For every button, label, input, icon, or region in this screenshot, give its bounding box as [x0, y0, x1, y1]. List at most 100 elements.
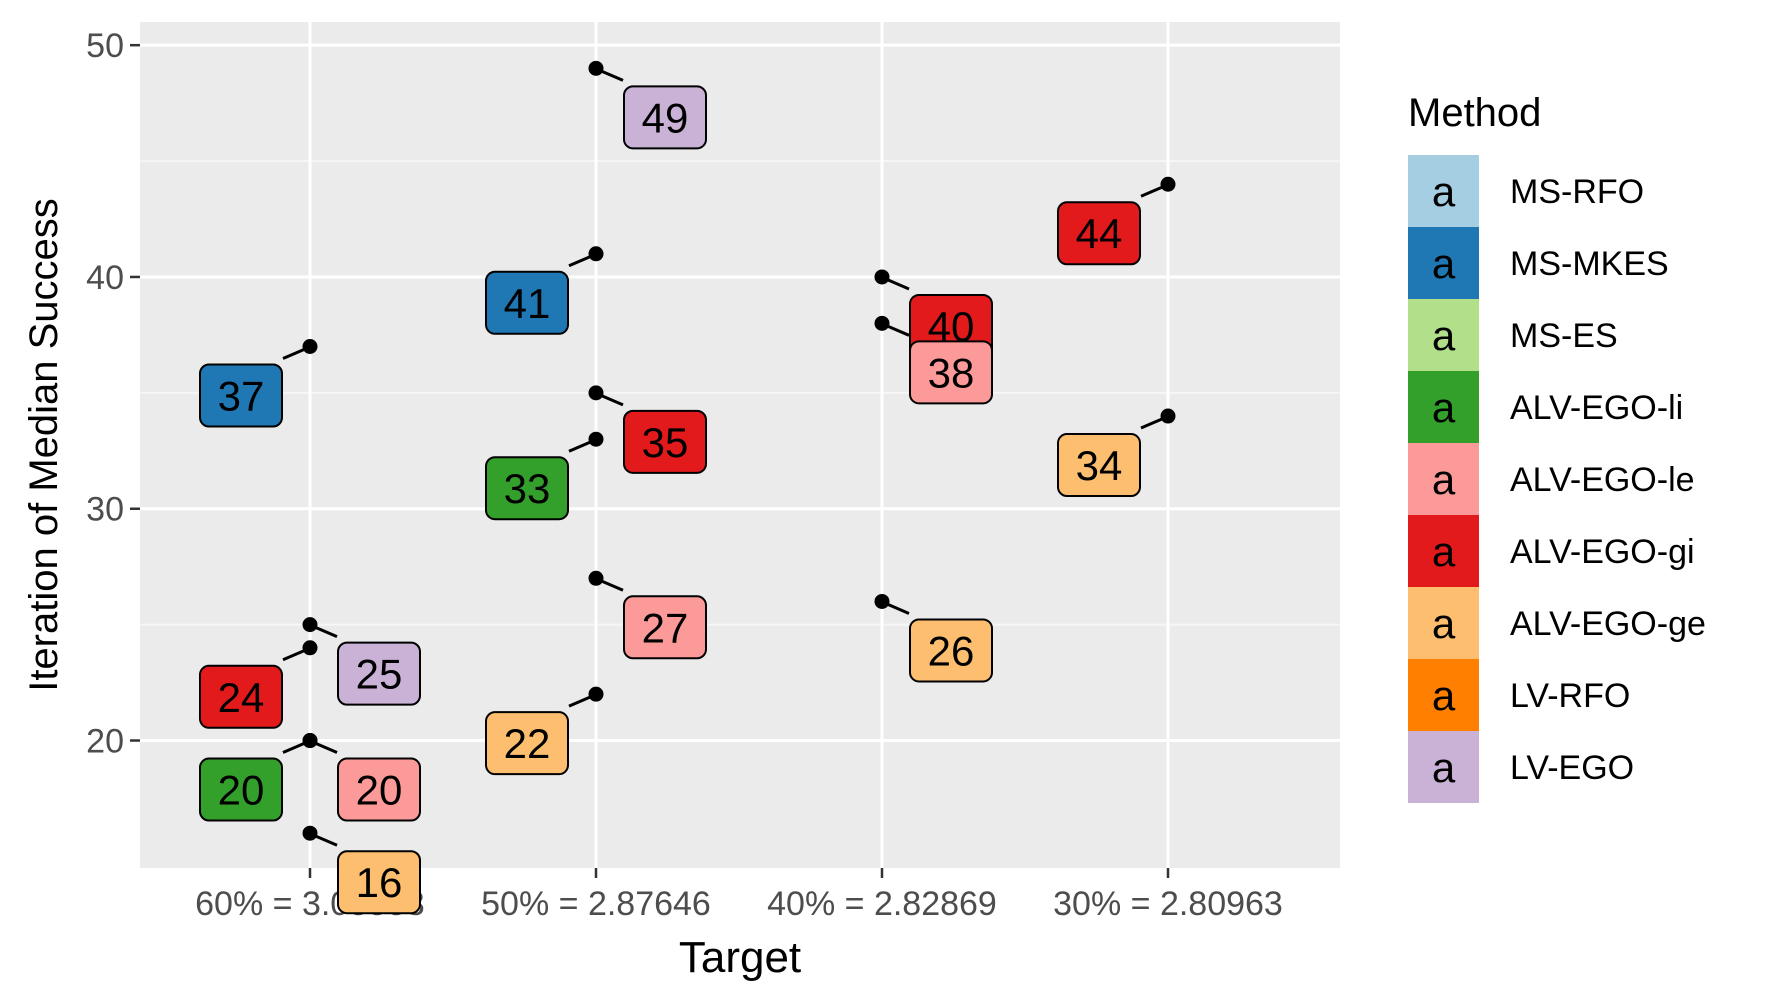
data-label: 26 [928, 627, 975, 674]
x-tick-label: 30% = 2.80963 [1053, 885, 1283, 923]
legend-key [1408, 299, 1479, 371]
x-tick-label: 40% = 2.82869 [767, 885, 997, 923]
y-axis-title: Iteration of Median Success [22, 198, 66, 692]
legend-label: LV-EGO [1510, 749, 1634, 787]
legend-key-glyph: a [1432, 528, 1456, 575]
legend-key-glyph: a [1432, 456, 1456, 503]
data-label: 37 [218, 372, 265, 419]
x-tick-label: 50% = 2.87646 [481, 885, 711, 923]
leader-line [601, 579, 624, 592]
data-point [302, 338, 318, 354]
legend-key [1408, 227, 1479, 299]
leader-lines [282, 69, 1163, 847]
data-point [302, 825, 318, 841]
data-label: 20 [356, 767, 403, 814]
legend-label: MS-MKES [1510, 245, 1669, 283]
legend-label: ALV-EGO-ge [1510, 605, 1706, 643]
legend-key [1408, 155, 1479, 227]
legend-entries: a MS-RFO a MS-MKES a MS-ES a ALV-EGO-li a ALV-EGO… [1408, 155, 1706, 803]
data-label: 25 [356, 651, 403, 698]
legend-key-glyph: a [1432, 744, 1456, 791]
label-box [623, 409, 707, 474]
label-box [1057, 433, 1141, 498]
label-box [1057, 201, 1141, 266]
leader-line [568, 695, 591, 708]
data-label: 24 [218, 674, 265, 721]
data-label: 38 [928, 349, 975, 396]
data-label: 27 [642, 604, 689, 651]
leader-line [282, 742, 305, 754]
data-point [1160, 176, 1176, 192]
grid-minor [140, 160, 1340, 626]
y-tick-label: 50 [86, 27, 124, 65]
data-label: 41 [504, 280, 551, 327]
label-box [909, 618, 993, 683]
leader-line [1140, 417, 1163, 430]
grid-major [140, 22, 1340, 868]
legend-key [1408, 443, 1479, 515]
data-label: 33 [504, 465, 551, 512]
label-box [909, 340, 993, 405]
legend-label: ALV-EGO-gi [1510, 533, 1695, 571]
data-point [874, 593, 890, 609]
data-point [588, 570, 604, 586]
data-label: 22 [504, 720, 551, 767]
label-box [337, 850, 421, 915]
legend-label: ALV-EGO-le [1510, 461, 1695, 499]
legend-key-glyph: a [1432, 240, 1456, 287]
leader-line [887, 603, 910, 615]
leader-line [282, 348, 305, 360]
legend-key [1408, 659, 1479, 731]
legend-key [1408, 731, 1479, 803]
leader-line [887, 324, 910, 337]
data-point [588, 686, 604, 702]
y-tick-label: 40 [86, 259, 124, 297]
label-box [337, 641, 421, 706]
label-box [485, 270, 569, 335]
data-label: 34 [1076, 442, 1123, 489]
leader-line [887, 278, 910, 291]
y-axis: 20 30 40 50 [86, 27, 140, 761]
legend-label: MS-RFO [1510, 173, 1644, 211]
label-box [485, 711, 569, 776]
leader-line [568, 255, 591, 268]
legend-label: ALV-EGO-li [1510, 389, 1683, 427]
legend-key-glyph: a [1432, 600, 1456, 647]
leader-line [315, 626, 338, 639]
x-axis-title: Target [679, 933, 801, 982]
label-box [199, 757, 283, 822]
data-point [588, 60, 604, 76]
label-box [199, 664, 283, 729]
legend-key [1408, 587, 1479, 659]
data-label: 20 [218, 767, 265, 814]
leader-line [601, 394, 624, 407]
data-point [302, 733, 318, 749]
data-label: 44 [1076, 210, 1123, 257]
label-box [199, 363, 283, 428]
data-label: 49 [642, 94, 689, 141]
data-point [302, 640, 318, 656]
data-point [874, 315, 890, 331]
legend-title: Method [1408, 91, 1541, 135]
legend-key-glyph: a [1432, 312, 1456, 359]
label-box [485, 456, 569, 521]
data-point [588, 385, 604, 401]
legend-key-glyph: a [1432, 672, 1456, 719]
data-points [302, 60, 1176, 841]
data-label: 35 [642, 419, 689, 466]
legend-key-glyph: a [1432, 168, 1456, 215]
leader-line [282, 649, 305, 662]
label-box [623, 85, 707, 150]
leader-line [1140, 185, 1163, 198]
legend-label: LV-RFO [1510, 677, 1630, 715]
y-tick-label: 30 [86, 491, 124, 529]
leader-line [315, 834, 338, 847]
legend-key [1408, 515, 1479, 587]
label-box [623, 595, 707, 660]
leader-line [315, 742, 338, 754]
data-point [1160, 408, 1176, 424]
